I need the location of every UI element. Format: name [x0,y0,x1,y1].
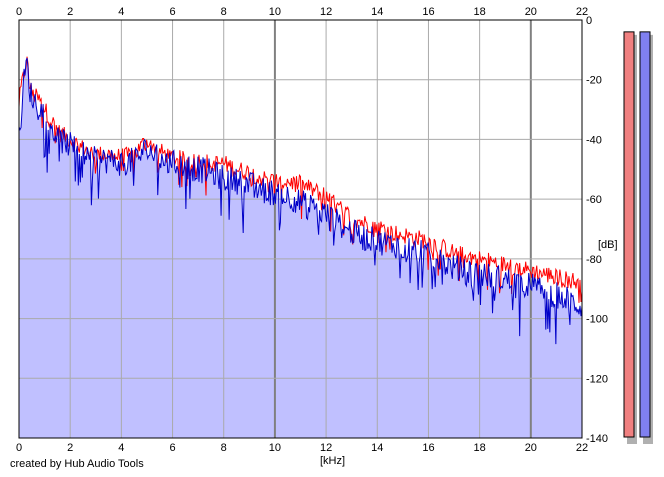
y-tick-label: -140 [586,433,608,445]
x-tick-label-top: 20 [525,6,537,18]
x-tick-label-bottom: 6 [169,442,175,454]
x-tick-label-top: 14 [371,6,383,18]
x-tick-label-top: 6 [169,6,175,18]
series-line-blue [18,57,583,345]
spectrum-area-fill [19,58,582,438]
x-axis-label: [kHz] [320,455,345,467]
x-axis-bottom-ticks: 0 2 4 6 8 10 12 14 16 18 20 22 [16,442,588,454]
x-tick-label-bottom: 4 [118,442,124,454]
x-tick-label-bottom: 10 [269,442,281,454]
series-lines [18,56,583,345]
y-axis-ticks: 0 -20 -40 -60 -80 -100 -120 -140 [586,15,608,445]
y-tick-label: -120 [586,373,608,385]
x-tick-label-bottom: 16 [422,442,434,454]
x-tick-label-top: 8 [221,6,227,18]
x-tick-label-top: 16 [422,6,434,18]
x-tick-label-top: 22 [576,6,588,18]
x-tick-label-bottom: 8 [221,442,227,454]
x-tick-label-top: 12 [320,6,332,18]
grid-lines [18,19,583,439]
x-tick-label-top: 0 [16,6,22,18]
x-tick-label-top: 10 [269,6,281,18]
plot-area [18,19,583,439]
y-tick-label: -80 [586,254,602,266]
y-tick-label: -40 [586,134,602,146]
credit-text: created by Hub Audio Tools [10,458,144,470]
x-tick-label-top: 18 [474,6,486,18]
y-tick-label: -100 [586,314,608,326]
plot-frame [18,19,583,439]
x-tick-label-bottom: 2 [67,442,73,454]
x-tick-label-bottom: 20 [525,442,537,454]
x-tick-label-top: 4 [118,6,124,18]
y-tick-label: 0 [586,15,592,27]
y-tick-label: -20 [586,75,602,87]
y-tick-label: -60 [586,194,602,206]
x-tick-label-bottom: 22 [576,442,588,454]
x-tick-label-bottom: 14 [371,442,383,454]
level-meters [623,31,653,444]
level-meter-red [623,31,635,438]
area-fill-path [19,58,582,438]
x-tick-label-bottom: 12 [320,442,332,454]
x-tick-label-top: 2 [67,6,73,18]
x-axis-top-ticks: 0 2 4 6 8 10 12 14 16 18 20 22 [16,6,588,18]
x-tick-label-bottom: 18 [474,442,486,454]
x-tick-label-bottom: 0 [16,442,22,454]
y-axis-label: [dB] [598,239,618,251]
level-meter-blue [639,31,651,438]
